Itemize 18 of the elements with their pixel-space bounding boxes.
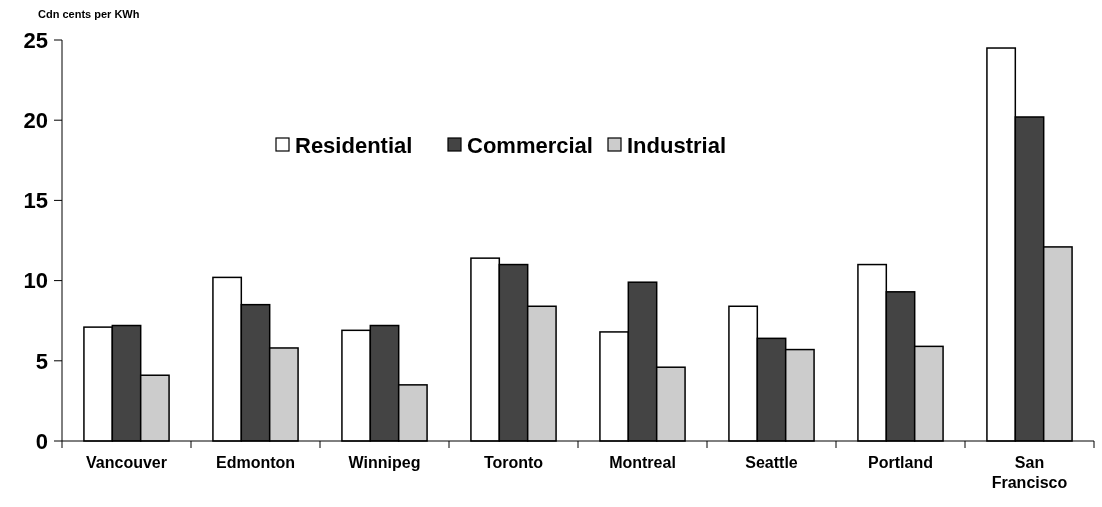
x-tick-label: Seattle — [745, 454, 798, 471]
y-axis-title: Cdn cents per KWh — [38, 8, 140, 20]
y-tick-label: 5 — [35, 348, 48, 374]
y-tick-label: 10 — [23, 268, 48, 294]
legend-label: Residential — [295, 132, 413, 158]
y-tick-label: 15 — [23, 188, 48, 214]
x-tick-label: Toronto — [483, 454, 544, 471]
legend-label: Industrial — [627, 132, 727, 158]
legend-label: Commercial — [467, 132, 593, 158]
x-tick-label: Vancouver — [86, 454, 167, 471]
x-tick-label: Edmonton — [215, 454, 296, 471]
x-tick-label: San Francisco — [991, 454, 1068, 491]
y-tick-label: 25 — [23, 27, 48, 53]
x-tick-label: Montreal — [609, 454, 676, 471]
y-tick-label: 0 — [35, 428, 48, 454]
x-tick-label: Winnipeg — [348, 454, 421, 471]
x-tick-label: Portland — [868, 454, 933, 471]
y-tick-label: 20 — [23, 107, 48, 133]
